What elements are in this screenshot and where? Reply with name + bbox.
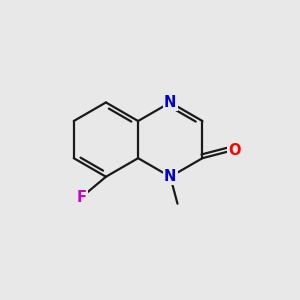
Text: F: F bbox=[77, 190, 87, 205]
Text: O: O bbox=[228, 142, 240, 158]
Text: N: N bbox=[164, 95, 176, 110]
Text: N: N bbox=[164, 169, 176, 184]
